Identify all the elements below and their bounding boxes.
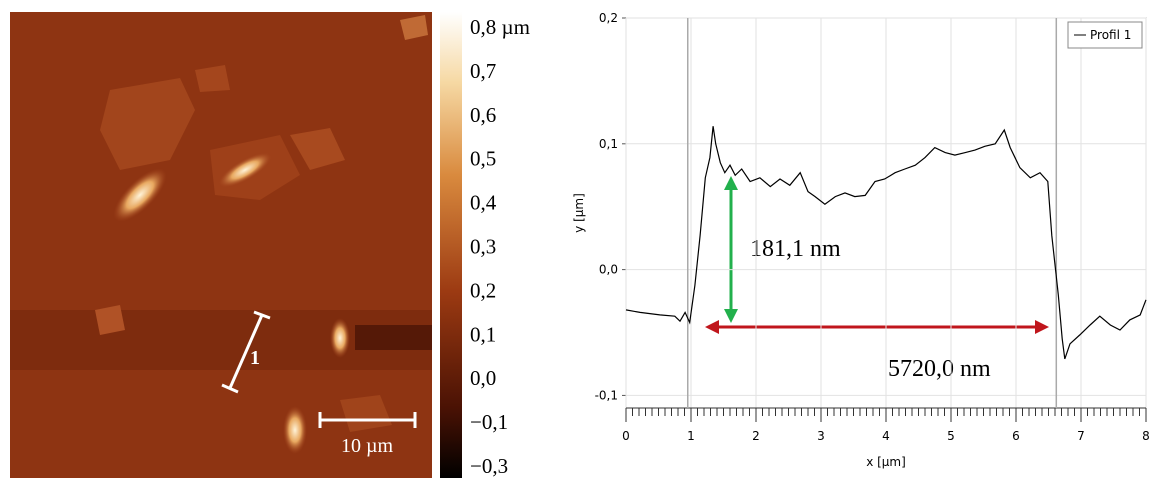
flake bbox=[100, 78, 195, 170]
x-tick-label: 8 bbox=[1142, 429, 1150, 443]
arrow-head bbox=[705, 320, 719, 334]
x-tick-label: 4 bbox=[882, 429, 890, 443]
y-axis-label: y [µm] bbox=[572, 193, 586, 233]
colorbar-label: −0,3 bbox=[470, 454, 508, 478]
flake bbox=[400, 15, 428, 40]
width-annotation: 5720,0 nm bbox=[888, 356, 991, 382]
flake bbox=[195, 65, 230, 92]
colorbar-label: 0,4 bbox=[470, 191, 497, 215]
x-tick-label: 3 bbox=[817, 429, 825, 443]
colorbar-label: 0,1 bbox=[470, 322, 496, 346]
y-tick-label: 0,0 bbox=[599, 263, 618, 277]
x-tick-label: 7 bbox=[1077, 429, 1085, 443]
colorbar-label: 0,5 bbox=[470, 147, 496, 171]
legend-label: Profil 1 bbox=[1090, 28, 1131, 42]
colorbar bbox=[440, 12, 462, 478]
afm-image: 1 10 µm bbox=[10, 12, 432, 478]
x-tick-label: 1 bbox=[687, 429, 695, 443]
shadow bbox=[355, 325, 432, 350]
colorbar-label: 0,7 bbox=[470, 59, 496, 83]
scale-bar-label: 10 µm bbox=[341, 435, 394, 457]
height-annotation: 181,1 nm bbox=[750, 236, 841, 262]
bright-feature bbox=[283, 406, 307, 454]
y-tick-label: 0,2 bbox=[599, 11, 618, 25]
flake bbox=[95, 305, 125, 335]
profile-line-end bbox=[221, 383, 239, 394]
x-tick-label: 2 bbox=[752, 429, 760, 443]
arrow-head bbox=[1035, 320, 1049, 334]
colorbar-label: 0,2 bbox=[470, 278, 496, 302]
colorbar-label: −0,1 bbox=[470, 410, 508, 434]
profile-line bbox=[625, 126, 1147, 360]
profile-label: 1 bbox=[250, 347, 260, 369]
x-tick-label: 0 bbox=[622, 429, 630, 443]
bright-feature bbox=[330, 318, 350, 358]
colorbar-labels: 0,8 µm 0,7 0,6 0,5 0,4 0,3 0,2 0,1 0,0 −0,1 −0,3 bbox=[470, 15, 530, 478]
bright-feature bbox=[113, 168, 167, 222]
profile-plot: 0,2 0,1 0,0 -0,1 0 1 2 3 4 5 6 7 8 Profil 1 x [µm] y [µ… bbox=[572, 11, 1150, 469]
colorbar-label: 0,3 bbox=[470, 235, 496, 259]
x-tick-label: 5 bbox=[947, 429, 955, 443]
colorbar-label: 0,0 bbox=[470, 366, 496, 390]
x-tick-label: 6 bbox=[1012, 429, 1020, 443]
flake bbox=[290, 128, 345, 170]
arrow-head bbox=[724, 176, 738, 190]
arrow-head bbox=[724, 309, 738, 323]
profile-line bbox=[228, 314, 264, 389]
profile-line-end bbox=[253, 310, 271, 320]
flake bbox=[340, 395, 392, 432]
width-arrow bbox=[705, 320, 1049, 334]
colorbar-label: 0,8 µm bbox=[470, 15, 530, 39]
bright-feature bbox=[218, 152, 272, 188]
height-arrow bbox=[724, 176, 738, 323]
y-tick-label: -0,1 bbox=[595, 388, 618, 402]
y-tick-label: 0,1 bbox=[599, 137, 618, 151]
x-axis-label: x [µm] bbox=[866, 455, 906, 469]
colorbar-label: 0,6 bbox=[470, 103, 496, 127]
